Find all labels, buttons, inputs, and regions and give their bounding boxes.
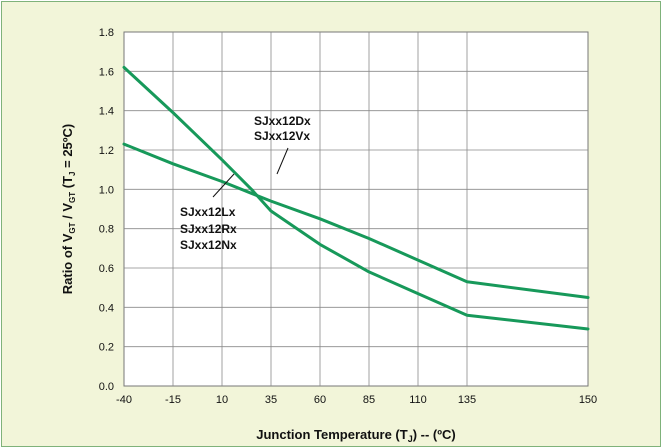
series-line-1	[122, 142, 590, 299]
y-tick-labels: 0.0 0.2 0.4 0.6 0.8 1.0 1.2 1.4 1.6 1.8	[99, 27, 114, 393]
annotation-label-sjxx12nx: SJxx12Nx	[180, 238, 237, 252]
x-tick-label: 135	[458, 394, 476, 406]
x-axis-title: Junction Temperature (TJ) -- (ºC)	[256, 427, 455, 444]
annotation-label-sjxx12lx: SJxx12Lx	[180, 205, 236, 219]
y-tick-label: 1.2	[99, 145, 114, 157]
y-tick-label: 1.8	[99, 27, 114, 39]
y-tick-label: 1.4	[99, 106, 114, 118]
y-tick-label: 1.0	[99, 184, 114, 196]
annotation-label-sjxx12vx: SJxx12Vx	[254, 129, 310, 143]
series-lines	[122, 65, 590, 331]
y-tick-label: 0.4	[99, 302, 114, 314]
annotation-leader-lx-rx-nx	[212, 173, 235, 198]
series-line-0	[122, 65, 590, 331]
x-tick-label: 85	[363, 394, 375, 406]
plot-area	[123, 31, 589, 387]
y-tick-label: 0.6	[99, 263, 114, 275]
x-tick-label: -40	[116, 394, 132, 406]
x-tick-label: 110	[409, 394, 427, 406]
y-tick-label: 0.8	[99, 224, 114, 236]
x-tick-labels: -40 -15 10 35 60 85 110 135 150	[116, 394, 597, 406]
x-tick-label: 60	[314, 394, 326, 406]
y-axis-title: Ratio of VGT / VGT (TJ = 25ºC)	[60, 124, 77, 295]
x-tick-label: 10	[216, 394, 228, 406]
x-tick-label: 150	[579, 394, 597, 406]
x-tick-label: -15	[165, 394, 181, 406]
annotation-label-sjxx12dx: SJxx12Dx	[254, 114, 311, 128]
y-tick-label: 0.2	[99, 342, 114, 354]
y-tick-label: 0.0	[99, 381, 114, 393]
x-tick-label: 35	[265, 394, 277, 406]
y-tick-label: 1.6	[99, 66, 114, 78]
annotation-leader-dx-vx	[276, 147, 289, 175]
annotation-label-sjxx12rx: SJxx12Rx	[180, 222, 237, 236]
